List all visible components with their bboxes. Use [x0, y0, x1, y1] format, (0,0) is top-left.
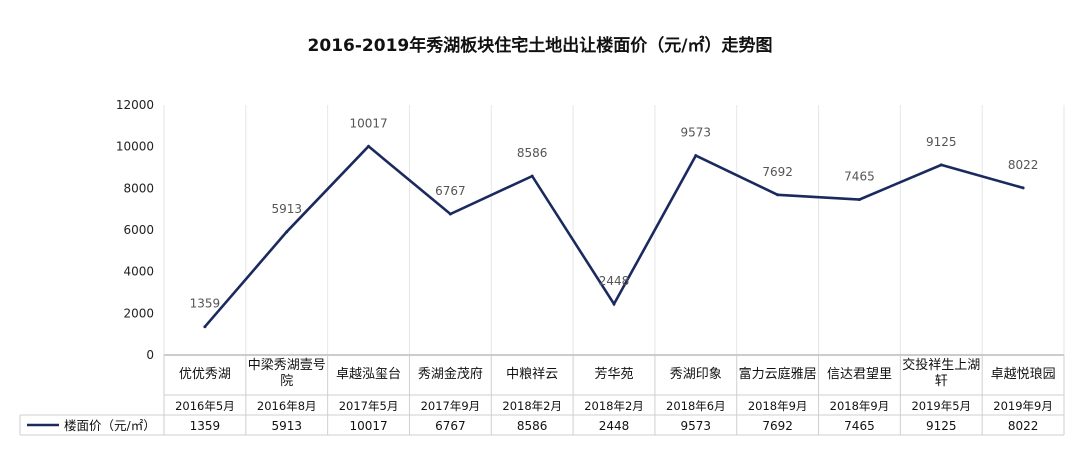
date-label: 2017年5月	[339, 399, 399, 413]
y-tick-label: 0	[146, 348, 154, 362]
y-tick-label: 12000	[116, 98, 154, 112]
table-value: 6767	[435, 419, 466, 433]
category-label: 秀湖印象	[670, 367, 722, 382]
date-label: 2017年9月	[421, 399, 481, 413]
data-label: 9573	[681, 126, 712, 140]
date-label: 2018年2月	[502, 399, 562, 413]
category-label: 芳华苑	[594, 367, 633, 382]
data-table: 优优秀湖 中梁秀湖壹号院 卓越泓玺台 秀湖金茂府 中粮祥云 芳华苑 秀湖印象 富力云庭雅居 信达…	[19, 354, 1065, 436]
table-value: 10017	[349, 419, 387, 433]
data-point	[776, 193, 780, 197]
table-value: 8022	[1008, 419, 1039, 433]
category-label: 卓越悦琅园	[991, 367, 1056, 382]
table-value: 7465	[844, 419, 875, 433]
data-point	[612, 302, 616, 306]
legend-label: 楼面价（元/㎡）	[64, 418, 156, 433]
category-label: 优优秀湖	[179, 367, 231, 382]
data-point	[203, 325, 207, 329]
table-value: 1359	[190, 419, 221, 433]
date-label: 2018年2月	[584, 399, 644, 413]
data-point	[367, 144, 371, 148]
table-value: 5913	[271, 419, 302, 433]
date-label: 2019年9月	[993, 399, 1053, 413]
category-label: 中梁秀湖壹号院	[248, 358, 326, 389]
data-point	[939, 163, 943, 167]
y-tick-label: 8000	[123, 181, 154, 195]
date-label: 2016年8月	[257, 399, 317, 413]
data-label: 6767	[435, 184, 466, 198]
y-tick-label: 2000	[123, 306, 154, 320]
data-label: 5913	[271, 202, 302, 216]
data-label: 9125	[926, 135, 957, 149]
data-label: 2448	[599, 274, 630, 288]
chart-title: 2016-2019年秀湖板块住宅土地出让楼面价（元/㎡）走势图	[308, 35, 773, 56]
data-label: 7465	[844, 169, 875, 183]
data-label: 8586	[517, 146, 548, 160]
y-axis-tick-labels: 0 2000 4000 6000 8000 10000 12000	[116, 98, 154, 362]
vertical-gridlines	[163, 105, 1065, 355]
data-point	[694, 154, 698, 158]
series-楼面价	[203, 144, 1025, 329]
date-label: 2016年5月	[175, 399, 235, 413]
category-label: 中粮祥云	[506, 367, 558, 382]
data-point	[448, 212, 452, 216]
category-label: 信达君望里	[827, 366, 892, 382]
table-value: 9573	[681, 419, 712, 433]
date-label: 2019年5月	[911, 399, 971, 413]
data-point	[530, 174, 534, 178]
data-point	[1021, 186, 1025, 190]
date-label: 2018年6月	[666, 399, 726, 413]
y-tick-label: 10000	[116, 140, 154, 154]
date-label: 2018年9月	[748, 399, 808, 413]
data-label: 8022	[1008, 158, 1039, 172]
date-label: 2018年9月	[830, 399, 890, 413]
table-value: 2448	[599, 419, 630, 433]
data-point	[857, 197, 861, 201]
category-label: 富力云庭雅居	[739, 366, 817, 382]
data-label: 10017	[349, 116, 387, 130]
table-value: 7692	[762, 419, 793, 433]
y-tick-label: 6000	[123, 223, 154, 237]
table-value: 9125	[926, 419, 957, 433]
data-point	[285, 230, 289, 234]
table-value: 8586	[517, 419, 548, 433]
y-tick-label: 4000	[123, 265, 154, 279]
category-label: 交投祥生上湖轩	[902, 357, 980, 389]
data-labels: 1359 5913 10017 6767 8586 2448 9573 7692 7465 912…	[190, 116, 1039, 310]
category-label: 卓越泓玺台	[336, 367, 401, 382]
category-label: 秀湖金茂府	[418, 366, 483, 382]
data-label: 1359	[190, 297, 221, 311]
data-label: 7692	[762, 165, 793, 179]
